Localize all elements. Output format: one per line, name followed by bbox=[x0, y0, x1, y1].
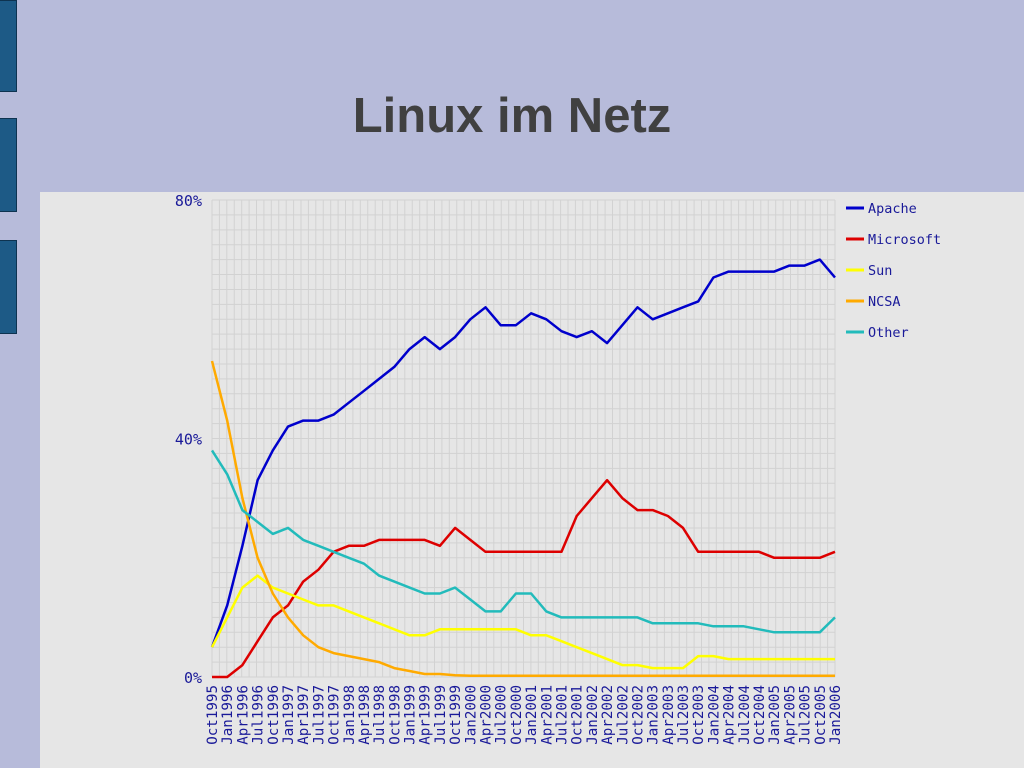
x-tick-label: Jul2004 bbox=[737, 685, 753, 745]
x-tick-label: Jul1998 bbox=[372, 685, 388, 745]
x-tick-label: Oct2003 bbox=[691, 685, 707, 745]
x-tick-label: Apr2002 bbox=[600, 685, 616, 745]
chart-legend: Apache Microsoft Sun NCSA Other bbox=[846, 201, 941, 341]
x-tick-label: Jul1996 bbox=[251, 685, 267, 745]
slide-decoration-bar bbox=[0, 118, 17, 212]
x-tick-label: Jan1997 bbox=[281, 685, 297, 745]
y-tick-label: 80% bbox=[175, 192, 202, 210]
series-line-sun bbox=[210, 574, 835, 670]
legend-label: NCSA bbox=[868, 294, 901, 310]
x-tick-label: Jan2000 bbox=[463, 685, 479, 745]
x-tick-label: Oct1996 bbox=[266, 685, 282, 745]
x-tick-label: Apr1998 bbox=[357, 685, 373, 745]
x-tick-label: Apr2001 bbox=[539, 685, 555, 745]
x-tick-label: Jan2005 bbox=[767, 685, 783, 745]
chart-panel: 0% 40% 80% Oct1995 Jan1996 Apr1996 Jul1996 Oct… bbox=[40, 192, 1024, 768]
x-tick-label: Jan2004 bbox=[706, 685, 722, 745]
x-tick-label: Jan2001 bbox=[524, 685, 540, 745]
x-tick-label: Apr2005 bbox=[782, 685, 798, 745]
x-tick-label: Oct1995 bbox=[205, 685, 221, 745]
x-tick-label: Apr2000 bbox=[479, 685, 495, 745]
x-axis-tick-labels: Oct1995 Jan1996 Apr1996 Jul1996 Oct1996 Jan19… bbox=[205, 685, 844, 745]
legend-label: Apache bbox=[868, 201, 917, 217]
x-tick-label: Oct2001 bbox=[570, 685, 586, 745]
x-tick-label: Jul2001 bbox=[554, 685, 570, 745]
x-tick-label: Oct2005 bbox=[813, 685, 829, 745]
slide-title: Linux im Netz bbox=[352, 89, 672, 143]
x-tick-label: Apr2004 bbox=[722, 685, 738, 745]
x-tick-label: Apr1996 bbox=[235, 685, 251, 745]
slide-decoration-bar bbox=[0, 0, 17, 92]
x-tick-label: Apr2003 bbox=[661, 685, 677, 745]
x-tick-label: Apr1997 bbox=[296, 685, 312, 745]
x-tick-label: Jul1999 bbox=[433, 685, 449, 745]
x-tick-label: Jan1999 bbox=[403, 685, 419, 745]
x-tick-label: Oct2002 bbox=[630, 685, 646, 745]
x-tick-label: Jan2002 bbox=[585, 685, 601, 745]
x-tick-label: Jul2002 bbox=[615, 685, 631, 745]
y-axis-tick-labels: 0% 40% 80% bbox=[175, 192, 202, 687]
series-line-ncsa bbox=[210, 360, 835, 678]
x-tick-label: Oct1998 bbox=[387, 685, 403, 745]
y-tick-label: 40% bbox=[175, 431, 202, 449]
x-tick-label: Jul2000 bbox=[494, 685, 510, 745]
x-tick-label: Oct1999 bbox=[448, 685, 464, 745]
x-tick-label: Jan1998 bbox=[342, 685, 358, 745]
series-line-apache bbox=[210, 258, 836, 648]
server-share-line-chart: 0%40%80% Oct1995 Jan1996 Apr1996 Jul1996 Oct… bbox=[175, 192, 941, 745]
x-tick-label: Oct1997 bbox=[327, 685, 343, 745]
x-tick-label: Oct2000 bbox=[509, 685, 525, 745]
series-lines bbox=[210, 258, 836, 679]
x-tick-label: Oct2004 bbox=[752, 685, 768, 745]
x-tick-label: Jan1996 bbox=[220, 685, 236, 745]
series-line-other bbox=[210, 449, 836, 634]
x-tick-label: Jul2005 bbox=[798, 685, 814, 745]
legend-label: Sun bbox=[868, 263, 892, 279]
y-tick-label: 0% bbox=[184, 669, 202, 687]
x-tick-label: Jul1997 bbox=[311, 685, 327, 745]
x-tick-label: Apr1999 bbox=[418, 685, 434, 745]
slide-decoration-bar bbox=[0, 240, 17, 334]
legend-label: Microsoft bbox=[868, 232, 941, 248]
x-tick-label: Jan2003 bbox=[646, 685, 662, 745]
series-line-microsoft bbox=[212, 478, 836, 679]
x-tick-label: Jan2006 bbox=[828, 685, 844, 745]
legend-label: Other bbox=[868, 325, 909, 341]
x-tick-label: Jul2003 bbox=[676, 685, 692, 745]
